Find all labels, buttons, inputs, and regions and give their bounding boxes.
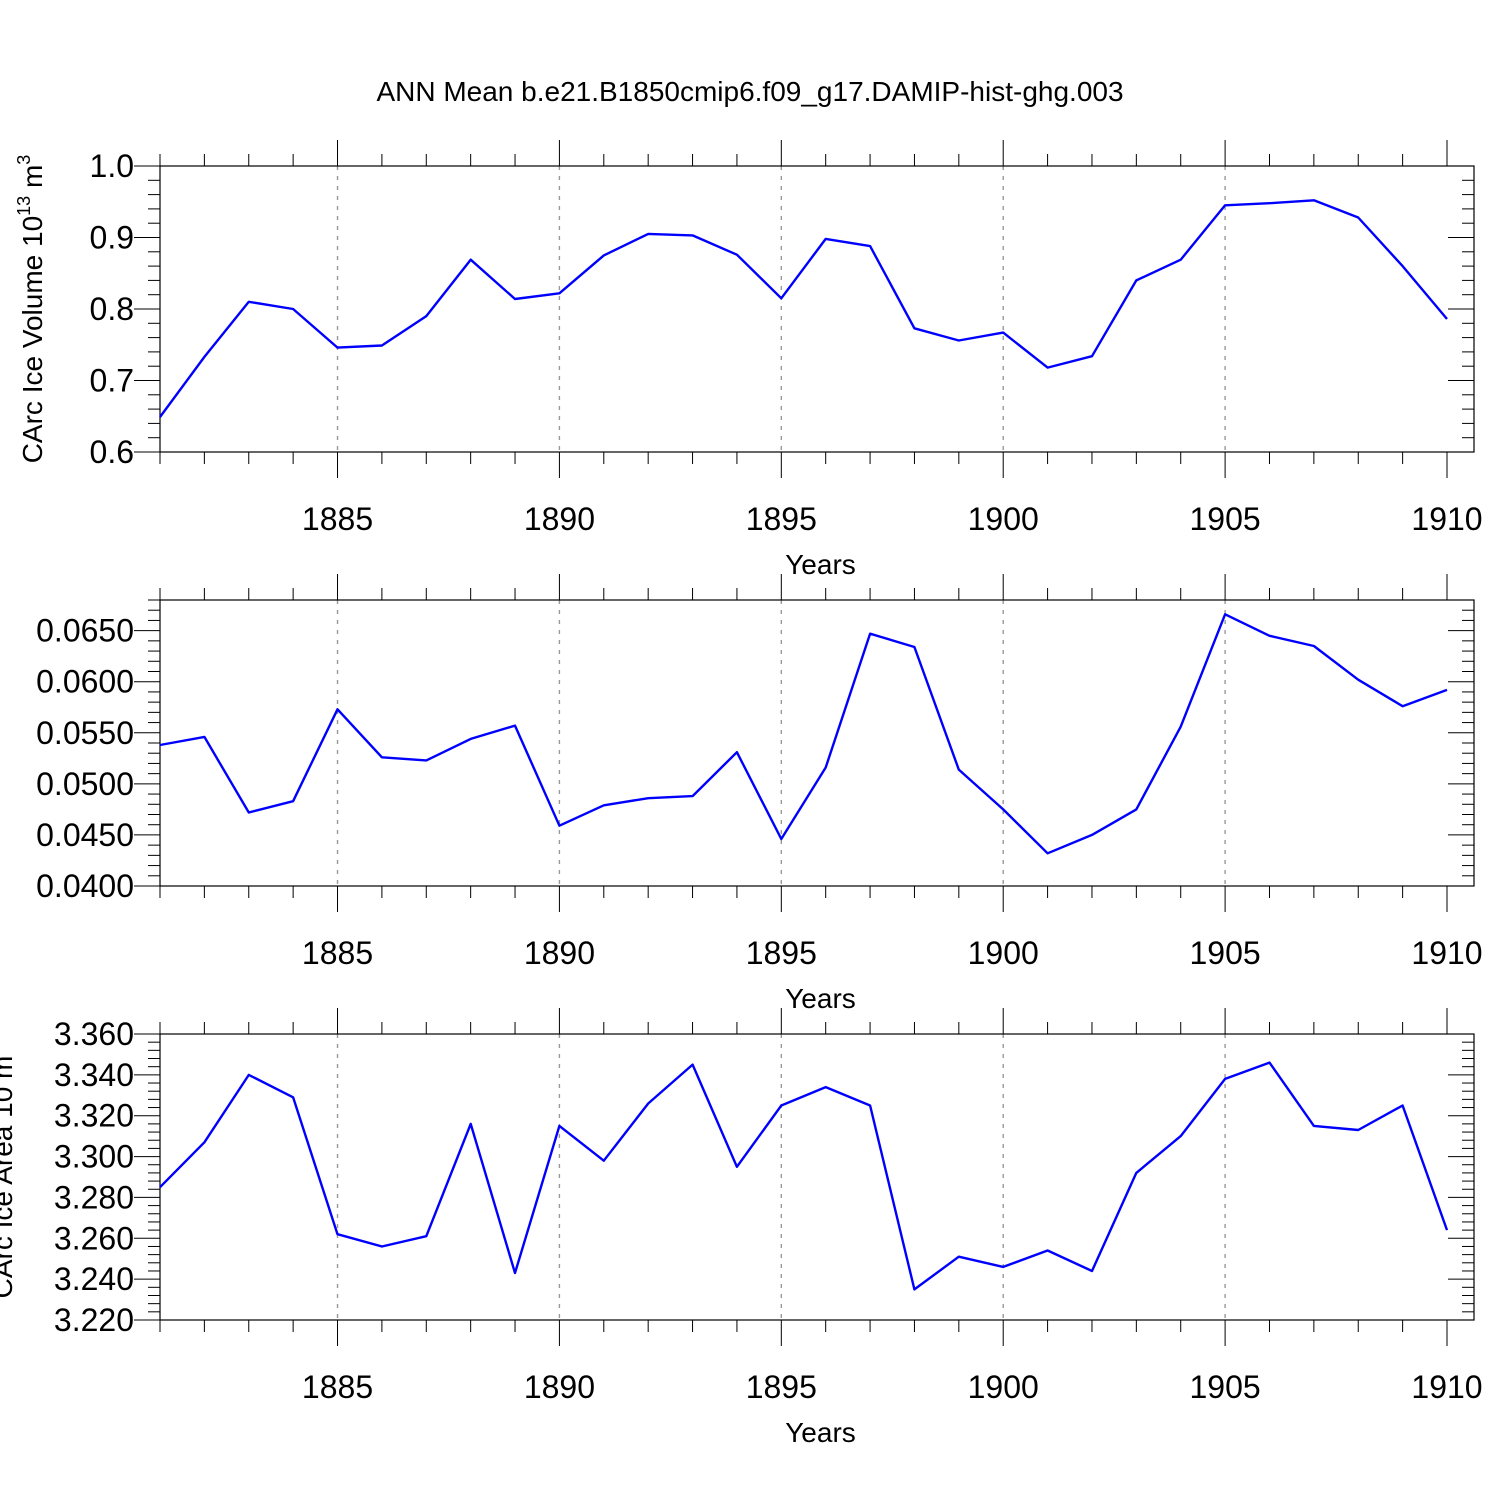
x-tick-label: 1900 <box>968 935 1039 971</box>
y-axis-label-ice-area: CArc Ice Area 10 m <box>0 1056 18 1299</box>
x-tick-label: 1905 <box>1190 501 1261 537</box>
y-axis-label-unit-spacer <box>0 1079 18 1087</box>
series-line-carc-ice-volume <box>159 199 1448 418</box>
y-tick-label: 3.340 <box>54 1057 134 1093</box>
y-axis-label-unit-exponent: 3 <box>14 155 34 165</box>
x-tick-label: 1910 <box>1411 1369 1482 1405</box>
x-tick-label: 1885 <box>302 935 373 971</box>
x-tick-label: 1885 <box>302 1369 373 1405</box>
x-tick-label: 1890 <box>524 501 595 537</box>
series-line-series-2 <box>159 613 1448 855</box>
y-axis-label-unit: m <box>17 165 48 188</box>
y-tick-label: 0.0600 <box>36 664 134 700</box>
y-tick-label: 0.0450 <box>36 817 134 853</box>
y-tick-label: 3.260 <box>54 1220 134 1256</box>
x-tick-label: 1905 <box>1190 935 1261 971</box>
y-axis-label-unit-spacer <box>17 188 48 196</box>
plot-frame <box>159 599 1475 887</box>
y-axis-label-text: CArc Ice Volume 10 <box>17 216 48 463</box>
y-axis-label-ice-volume: CArc Ice Volume 1013 m3 <box>14 155 48 464</box>
panel-ice-volume: CArc Ice Volume 1013 m3 0.6 0.7 0.8 0.9 1.0 1… <box>14 140 1483 580</box>
series-line-carc-ice-area <box>159 1061 1449 1291</box>
y-tick-label: 1.0 <box>90 148 134 184</box>
panel-ice-area: CArc Ice Area 10 m 3.220 3.240 3.260 3.280 3… <box>0 1008 1483 1448</box>
figure-title: ANN Mean b.e21.B1850cmip6.f09_g17.DAMIP-… <box>376 76 1123 107</box>
panel-series-2: 0.0400 0.0450 0.0500 0.0550 0.0600 0.0650 1885… <box>36 574 1483 1014</box>
y-tick-label: 0.9 <box>90 220 134 256</box>
y-tick-label: 0.0400 <box>36 868 134 904</box>
y-tick-label: 0.6 <box>90 434 134 470</box>
x-axis-label: Years <box>785 983 856 1014</box>
y-tick-label: 0.0650 <box>36 613 134 649</box>
x-axis-label: Years <box>785 1417 856 1448</box>
x-tick-label: 1900 <box>968 501 1039 537</box>
y-tick-label: 3.280 <box>54 1179 134 1215</box>
x-tick-label: 1890 <box>524 1369 595 1405</box>
x-axis-label: Years <box>785 549 856 580</box>
y-tick-label: 3.300 <box>54 1139 134 1175</box>
plot-frame <box>159 1033 1475 1321</box>
x-tick-label: 1905 <box>1190 1369 1261 1405</box>
x-tick-label: 1900 <box>968 1369 1039 1405</box>
x-tick-label: 1910 <box>1411 501 1482 537</box>
x-tick-label: 1895 <box>746 1369 817 1405</box>
x-tick-label: 1910 <box>1411 935 1482 971</box>
y-tick-label: 3.240 <box>54 1261 134 1297</box>
y-tick-label: 3.320 <box>54 1098 134 1134</box>
y-tick-label: 3.360 <box>54 1016 134 1052</box>
x-tick-label: 1895 <box>746 501 817 537</box>
plot-frame <box>159 165 1475 453</box>
y-axis-label-unit: m <box>0 1056 18 1079</box>
y-axis-label-text: CArc Ice Area 10 <box>0 1087 18 1299</box>
y-tick-label: 0.0500 <box>36 766 134 802</box>
y-tick-label: 0.7 <box>90 363 134 399</box>
x-tick-label: 1885 <box>302 501 373 537</box>
y-tick-label: 0.8 <box>90 291 134 327</box>
y-tick-label: 0.0550 <box>36 715 134 751</box>
y-tick-label: 3.220 <box>54 1302 134 1338</box>
x-tick-label: 1890 <box>524 935 595 971</box>
x-tick-label: 1895 <box>746 935 817 971</box>
y-axis-label-exponent: 13 <box>14 196 34 216</box>
